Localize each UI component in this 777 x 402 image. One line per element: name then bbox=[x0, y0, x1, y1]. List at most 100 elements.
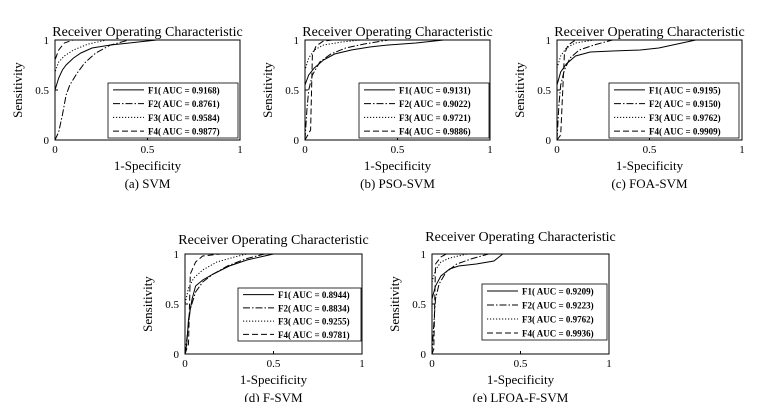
roc-curve-f1 bbox=[304, 39, 490, 140]
y-tick-label: 0.5 bbox=[35, 85, 49, 97]
legend-entry: F1( AUC = 0.9131) bbox=[399, 85, 471, 95]
y-tick-label: 0 bbox=[44, 135, 50, 147]
y-tick-label: 0 bbox=[294, 135, 300, 147]
x-tick-label: 0 bbox=[302, 144, 308, 156]
x-tick-label: 0.5 bbox=[141, 144, 155, 156]
legend-entry: F3( AUC = 0.9721) bbox=[399, 113, 471, 123]
chart-title: Receiver Operating Characteristic bbox=[425, 230, 615, 245]
chart-title: Receiver Operating Characteristic bbox=[52, 25, 242, 40]
x-axis-label: 1-Specificity bbox=[364, 158, 432, 173]
x-tick-label: 0 bbox=[182, 358, 188, 370]
legend: F1( AUC = 0.9168) F2( AUC = 0.8761) F3( AU… bbox=[107, 82, 239, 139]
legend-box bbox=[107, 82, 239, 139]
y-tick-label: 1 bbox=[294, 35, 300, 47]
legend-entry: F1( AUC = 0.9209) bbox=[522, 287, 594, 297]
roc-curve-f3 bbox=[54, 39, 240, 140]
x-tick-label: 0 bbox=[429, 358, 435, 370]
roc-curve-f4 bbox=[556, 39, 742, 141]
x-axis-label: 1-Specificity bbox=[487, 372, 555, 387]
y-tick-label: 1 bbox=[44, 35, 50, 47]
chart-title: Receiver Operating Characteristic bbox=[302, 25, 492, 40]
y-tick-label: 0.5 bbox=[412, 299, 426, 311]
roc-curve-f4 bbox=[184, 253, 362, 355]
roc-panel: Receiver Operating Characteristic 0 0.5 1 0 0… bbox=[260, 25, 493, 191]
legend-entry: F3( AUC = 0.9762) bbox=[522, 315, 594, 325]
legend-entry: F1( AUC = 0.8944) bbox=[278, 290, 350, 300]
panel-caption: (e) LFOA-F-SVM bbox=[473, 390, 569, 402]
panel-caption: (b) PSO-SVM bbox=[360, 176, 435, 191]
legend-entry: F1( AUC = 0.9195) bbox=[649, 85, 721, 95]
y-axis-label: Sensitivity bbox=[387, 276, 402, 332]
panel-caption: (c) FOA-SVM bbox=[611, 176, 688, 191]
legend: F1( AUC = 0.9209) F2( AUC = 0.9223) F3( AU… bbox=[481, 283, 608, 341]
roc-curve-f2 bbox=[556, 39, 742, 141]
legend-entry: F3( AUC = 0.9762) bbox=[649, 113, 721, 123]
y-axis-label: Sensitivity bbox=[512, 62, 527, 118]
y-tick-label: 0 bbox=[421, 349, 427, 361]
y-tick-label: 0.5 bbox=[537, 85, 551, 97]
legend-entry: F4( AUC = 0.9877) bbox=[148, 127, 220, 137]
y-tick-label: 0.5 bbox=[285, 85, 299, 97]
roc-curve-f3 bbox=[431, 253, 609, 354]
roc-curve-f4 bbox=[54, 39, 240, 140]
legend-entry: F4( AUC = 0.9886) bbox=[399, 127, 471, 137]
roc-curve-f1 bbox=[54, 39, 240, 140]
legend-entry: F3( AUC = 0.9584) bbox=[148, 113, 220, 123]
x-axis-label: 1-Specificity bbox=[240, 372, 308, 387]
legend-box bbox=[358, 82, 490, 139]
y-tick-label: 0 bbox=[174, 349, 180, 361]
x-tick-label: 1 bbox=[606, 358, 612, 370]
roc-panel: Receiver Operating Characteristic 0 0.5 1 0 0… bbox=[10, 25, 243, 191]
legend-entry: F2( AUC = 0.8834) bbox=[278, 303, 350, 313]
x-axis-label: 1-Specificity bbox=[616, 158, 684, 173]
x-tick-label: 0.5 bbox=[643, 144, 657, 156]
y-axis-label: Sensitivity bbox=[140, 276, 155, 332]
x-tick-label: 0 bbox=[554, 144, 560, 156]
legend-entry: F2( AUC = 0.9022) bbox=[399, 99, 471, 109]
roc-panel: Receiver Operating Characteristic 0 0.5 1 0 0… bbox=[387, 230, 616, 402]
legend-box bbox=[481, 283, 608, 341]
legend: F1( AUC = 0.9131) F2( AUC = 0.9022) F3( AU… bbox=[358, 82, 490, 139]
chart-title: Receiver Operating Characteristic bbox=[554, 25, 744, 40]
legend-box bbox=[608, 82, 740, 139]
roc-panel: Receiver Operating Characteristic 0 0.5 1 0 0… bbox=[512, 25, 745, 191]
x-tick-label: 1 bbox=[487, 144, 493, 156]
x-tick-label: 0.5 bbox=[391, 144, 405, 156]
legend-entry: F2( AUC = 0.8761) bbox=[148, 99, 220, 109]
panel-caption: (a) SVM bbox=[125, 176, 171, 191]
x-tick-label: 1 bbox=[359, 358, 365, 370]
roc-curve-f3 bbox=[304, 39, 490, 140]
roc-curve-f1 bbox=[556, 39, 742, 140]
y-axis-label: Sensitivity bbox=[10, 62, 25, 118]
legend: F1( AUC = 0.9195) F2( AUC = 0.9150) F3( AU… bbox=[608, 82, 740, 139]
legend-entry: F3( AUC = 0.9255) bbox=[278, 317, 350, 327]
x-tick-label: 1 bbox=[237, 144, 243, 156]
panel-caption: (d) F-SVM bbox=[244, 390, 303, 402]
roc-curve-f2 bbox=[304, 39, 490, 141]
chart-title: Receiver Operating Characteristic bbox=[178, 233, 368, 248]
x-tick-label: 0 bbox=[52, 144, 58, 156]
legend-entry: F4( AUC = 0.9909) bbox=[649, 127, 721, 137]
y-tick-label: 1 bbox=[421, 249, 427, 261]
x-tick-label: 0.5 bbox=[514, 358, 528, 370]
x-axis-label: 1-Specificity bbox=[114, 158, 182, 173]
legend: F1( AUC = 0.8944) F2( AUC = 0.8834) F3( AU… bbox=[237, 287, 362, 342]
roc-curve-f4 bbox=[304, 39, 490, 141]
roc-curve-f4 bbox=[431, 253, 609, 355]
x-tick-label: 1 bbox=[739, 144, 745, 156]
y-tick-label: 1 bbox=[546, 35, 552, 47]
legend-entry: F1( AUC = 0.9168) bbox=[148, 85, 220, 95]
legend-entry: F4( AUC = 0.9936) bbox=[522, 329, 594, 339]
y-tick-label: 0.5 bbox=[165, 299, 179, 311]
legend-entry: F4( AUC = 0.9781) bbox=[278, 330, 350, 340]
legend-entry: F2( AUC = 0.9150) bbox=[649, 99, 721, 109]
x-tick-label: 0.5 bbox=[267, 358, 281, 370]
legend-entry: F2( AUC = 0.9223) bbox=[522, 301, 594, 311]
roc-curve-f3 bbox=[556, 39, 742, 140]
roc-panel: Receiver Operating Characteristic 0 0.5 1 0 0… bbox=[140, 233, 369, 402]
roc-curve-f1 bbox=[431, 253, 609, 354]
y-tick-label: 0 bbox=[546, 135, 552, 147]
roc-curve-f2 bbox=[54, 39, 240, 141]
legend-box bbox=[237, 287, 362, 342]
